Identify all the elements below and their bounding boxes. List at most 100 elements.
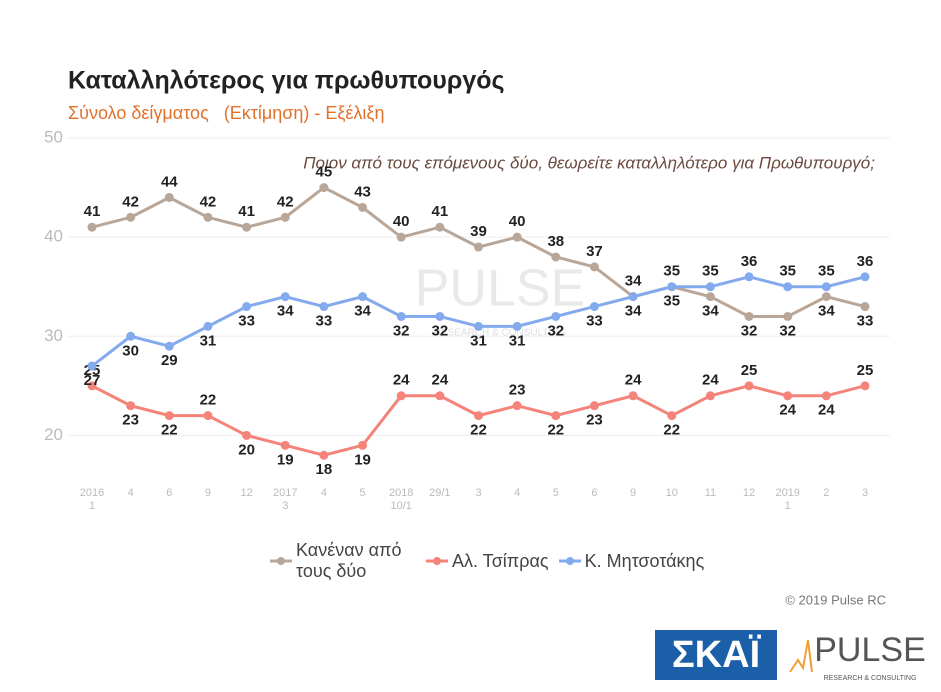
legend-label: Κανέναν από τους δύο xyxy=(296,540,402,581)
data-label: 18 xyxy=(316,461,333,478)
x-tick-label: 5 xyxy=(553,487,559,499)
x-tick-line: 9 xyxy=(630,487,636,499)
x-tick-line: 5 xyxy=(553,487,559,499)
point xyxy=(203,411,213,421)
point xyxy=(628,391,638,401)
data-label: 34 xyxy=(625,303,642,320)
x-tick-label: 4 xyxy=(514,487,520,499)
point xyxy=(87,222,97,232)
data-label: 44 xyxy=(161,173,178,190)
data-label: 36 xyxy=(857,253,874,270)
point xyxy=(589,302,599,312)
data-label: 42 xyxy=(122,193,139,210)
legend-dot xyxy=(433,557,441,565)
point xyxy=(667,282,677,292)
point xyxy=(551,252,561,262)
data-label: 24 xyxy=(818,402,835,419)
x-tick-line: 10 xyxy=(666,487,678,499)
data-label: 24 xyxy=(779,402,796,419)
point xyxy=(474,242,483,252)
point xyxy=(435,311,445,321)
point xyxy=(280,440,290,450)
point xyxy=(435,391,445,401)
legend-marker xyxy=(558,557,581,565)
x-tick-line: 2017 xyxy=(273,487,297,499)
data-label: 23 xyxy=(509,382,526,399)
point xyxy=(164,341,174,351)
data-label: 22 xyxy=(663,422,680,439)
x-tick-line: 6 xyxy=(591,487,597,499)
x-tick-line: 5 xyxy=(359,487,365,499)
y-tick-label: 40 xyxy=(44,227,63,246)
point xyxy=(474,411,483,421)
point xyxy=(242,302,252,312)
question: Ποιον από τους επόμενους δύο, θεωρείτε κ… xyxy=(303,153,875,172)
data-label: 23 xyxy=(586,412,603,429)
data-label: 29 xyxy=(161,352,178,369)
data-label: 25 xyxy=(857,362,874,379)
x-tick-line: 12 xyxy=(743,487,755,499)
point xyxy=(705,391,715,401)
data-label: 33 xyxy=(238,313,255,330)
data-label: 41 xyxy=(84,203,101,220)
point xyxy=(435,222,445,232)
x-tick-line: 6 xyxy=(166,487,172,499)
data-label: 27 xyxy=(84,372,101,389)
data-label: 32 xyxy=(432,322,449,339)
point xyxy=(551,311,561,321)
x-tick-line: 2 xyxy=(823,487,829,499)
x-tick-line: 1 xyxy=(89,500,95,512)
point xyxy=(744,272,754,282)
point xyxy=(319,302,329,312)
data-label: 40 xyxy=(393,213,410,230)
point xyxy=(280,292,290,302)
y-tick-label: 50 xyxy=(44,127,63,146)
x-tick-label: 5 xyxy=(359,487,365,499)
point xyxy=(821,282,831,292)
pulse-logo-sub: RESEARCH & CONSULTING xyxy=(824,675,917,682)
point xyxy=(783,311,793,321)
data-label: 42 xyxy=(200,193,217,210)
x-tick-line: 4 xyxy=(321,487,327,499)
x-tick-line: 2019 xyxy=(775,487,799,499)
watermark: PULSE xyxy=(415,260,586,318)
data-label: 32 xyxy=(779,322,796,339)
legend: Κανέναν από τους δύο Αλ. Τσίπρας Κ. Μητσοτ… xyxy=(270,540,704,582)
point xyxy=(319,183,329,193)
x-tick-label: 6 xyxy=(591,487,597,499)
x-tick-label: 29/1 xyxy=(429,487,450,499)
data-label: 35 xyxy=(779,263,796,280)
skai-logo: ΣΚΑΪ xyxy=(672,633,762,676)
point xyxy=(705,292,715,302)
x-tick-label: 4 xyxy=(321,487,327,499)
data-label: 34 xyxy=(354,303,371,320)
x-tick-line: 29/1 xyxy=(429,487,450,499)
point xyxy=(242,222,252,232)
data-label: 35 xyxy=(818,263,835,280)
legend-label: Αλ. Τσίπρας xyxy=(452,550,549,571)
point xyxy=(705,282,715,292)
data-label: 35 xyxy=(663,293,680,310)
point xyxy=(242,430,252,440)
data-label: 34 xyxy=(277,303,294,320)
point xyxy=(744,381,754,391)
data-label: 37 xyxy=(586,243,603,260)
data-label: 32 xyxy=(393,322,410,339)
x-tick-label: 2018 10/1 xyxy=(389,487,413,512)
x-tick-label: 12 xyxy=(240,487,252,499)
x-tick-line: 10/1 xyxy=(390,500,411,512)
x-tick-label: 2017 3 xyxy=(273,487,297,512)
point xyxy=(512,321,522,331)
data-label: 43 xyxy=(354,183,371,200)
x-tick-label: 2 xyxy=(823,487,829,499)
point xyxy=(396,232,406,242)
point xyxy=(860,302,870,312)
x-tick-label: 10 xyxy=(666,487,678,499)
point xyxy=(744,311,754,321)
x-tick-label: 3 xyxy=(862,487,868,499)
x-tick-label: 12 xyxy=(743,487,755,499)
point xyxy=(126,401,136,411)
x-tick-label: 2019 1 xyxy=(775,487,799,512)
